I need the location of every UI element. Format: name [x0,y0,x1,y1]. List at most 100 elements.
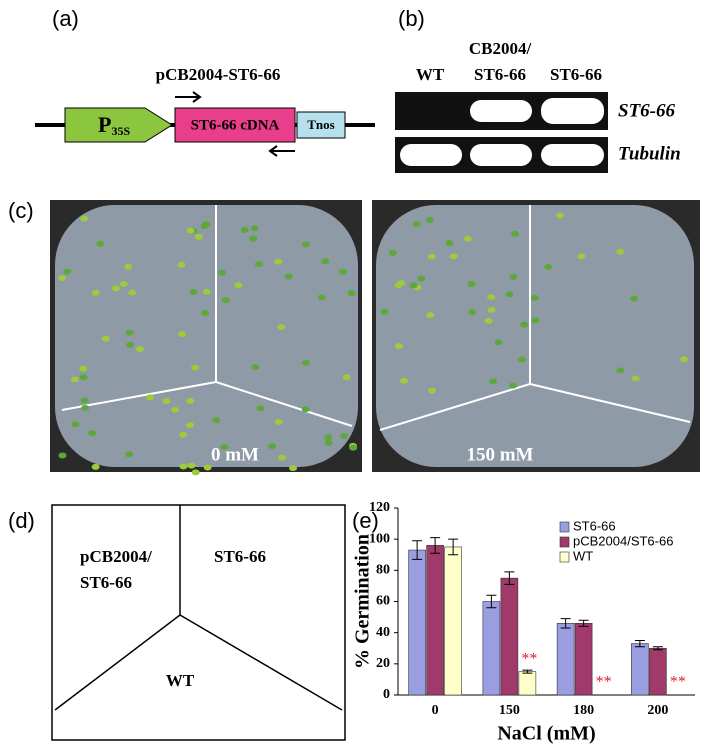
seedling [278,454,287,461]
seedling [191,469,200,476]
seedling [301,241,310,248]
error-bar [652,646,663,651]
seedling [338,268,347,275]
seedling [616,367,625,374]
seedling [680,356,689,363]
band [470,100,532,122]
seedling [126,342,135,349]
seedling [124,263,133,270]
seedling [509,382,518,389]
seedling [189,288,198,295]
divider [362,200,372,472]
promoter-sub: 35S [111,124,130,138]
column-header: CB2004/ [469,39,532,58]
x-tick-label: 0 [432,703,439,718]
seedling [289,465,298,472]
y-tick-label: 0 [383,687,390,702]
seedling [324,439,333,446]
seedling [340,433,349,440]
row-label: ST6-66 [618,100,676,121]
seedling [187,462,196,469]
seedling [380,308,389,315]
seedling [179,463,188,470]
x-tick-label: 180 [573,703,594,718]
seedling [417,275,426,282]
seedling [347,289,356,296]
seedling [200,223,209,230]
seedling [91,463,100,470]
seedling [577,253,586,260]
seedling [96,240,105,247]
condition-label: 0 mM [211,444,259,465]
seedling [317,294,326,301]
seedling [251,364,260,371]
bar [408,549,426,696]
seedling [177,261,186,268]
seedling [201,310,210,317]
seedling [240,227,249,234]
terminator-box [296,111,346,139]
seedling [162,398,171,405]
y-tick-label: 100 [369,531,390,546]
seedling [556,212,565,219]
seedling [484,317,493,324]
seedling [349,444,358,451]
column-header: ST6-66 [550,65,602,84]
legend-label: ST6-66 [573,518,616,533]
error-bar [504,571,515,585]
seedling [425,216,434,223]
seedling [128,289,137,296]
plate-diagram [51,504,346,741]
bar [444,546,462,696]
primer-arrow [175,91,202,103]
cdna-label: ST6-66 cDNA [191,117,280,133]
seedling [277,324,286,331]
y-tick-label: 60 [376,594,390,609]
seedling [220,444,229,451]
seedling [324,434,333,441]
terminator-label: Tnos [307,117,334,132]
seedling [301,406,310,413]
seedling [449,253,458,260]
bar [482,601,501,696]
seedling [342,374,351,381]
error-bar [578,619,589,627]
error-bar [448,538,459,556]
bar [649,647,667,696]
panel-label: (b) [398,6,425,31]
sector-lines [61,205,353,427]
sector-label: WT [166,671,195,690]
seedling [427,253,436,260]
band [400,144,462,166]
seedling [58,274,67,281]
seedling [397,280,406,286]
panel-label: (a) [52,6,79,31]
seedling [509,274,518,281]
seedling [409,282,418,289]
column-header: WT [416,65,445,84]
seedling [467,281,476,288]
y-axis-label: % Germination [352,534,374,669]
seedling [194,233,203,240]
seedling [321,258,330,265]
error-bar [486,594,497,609]
seedling [80,397,89,404]
seedling [487,306,496,313]
seedling [191,364,200,371]
seedling [63,268,72,275]
seedling [125,329,134,336]
seedling [505,291,514,298]
band [541,98,604,124]
seedling [136,346,145,353]
error-bar [634,639,645,648]
seedling [531,294,540,301]
significance: ** [596,674,612,691]
construct-title: pCB2004-ST6-66 [156,65,281,84]
primer-arrow [268,145,295,157]
seedling [119,280,128,287]
seedling [399,377,408,384]
plate [376,205,694,467]
seedling [517,356,526,363]
